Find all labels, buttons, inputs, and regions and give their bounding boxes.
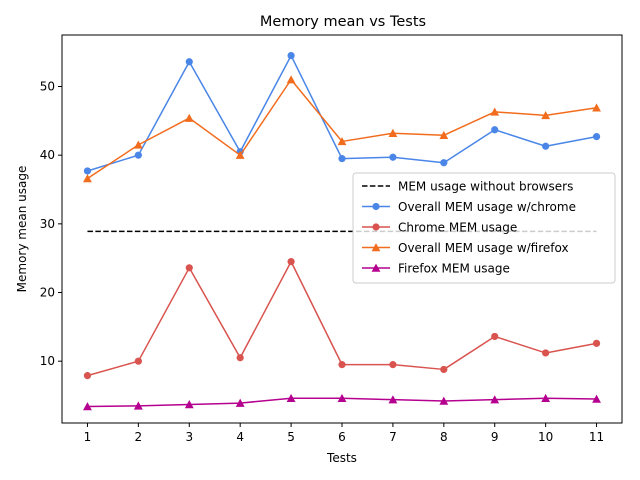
- data-point: [490, 395, 500, 404]
- data-point: [440, 159, 448, 167]
- data-point: [338, 361, 346, 369]
- legend-label: Overall MEM usage w/firefox: [398, 241, 569, 255]
- series-5: [83, 393, 601, 411]
- x-tick-label: 8: [440, 430, 448, 444]
- chart-title: Memory mean vs Tests: [260, 14, 426, 30]
- legend-label: MEM usage without browsers: [398, 180, 573, 194]
- legend-item: Overall MEM usage w/chrome: [362, 200, 576, 214]
- x-tick-label: 3: [185, 430, 193, 444]
- data-point: [439, 130, 449, 140]
- legend-item: Overall MEM usage w/firefox: [362, 241, 569, 255]
- data-point: [491, 126, 499, 134]
- legend-item: Firefox MEM usage: [362, 262, 510, 276]
- data-point: [389, 153, 397, 161]
- data-point: [439, 396, 449, 405]
- data-point: [338, 155, 346, 163]
- legend-item: Chrome MEM usage: [362, 221, 517, 235]
- data-point: [286, 75, 296, 84]
- data-point: [388, 128, 398, 137]
- x-tick-label: 7: [389, 430, 397, 444]
- data-point: [592, 394, 601, 403]
- x-tick-label: 1: [84, 430, 92, 444]
- legend: MEM usage without browsers Overall MEM us…: [352, 172, 616, 284]
- data-point: [592, 339, 601, 347]
- series-3: [83, 258, 601, 380]
- data-point: [541, 110, 551, 120]
- x-tick-label: 5: [287, 430, 295, 444]
- data-point: [287, 52, 295, 60]
- data-point: [83, 174, 92, 183]
- data-point: [133, 140, 143, 149]
- data-point: [490, 107, 500, 116]
- y-tick-label: 20: [40, 286, 55, 300]
- x-tick-label: 9: [491, 430, 499, 444]
- data-point: [440, 365, 448, 374]
- x-tick-label: 2: [135, 430, 143, 444]
- data-point: [388, 395, 398, 404]
- x-tick-label: 4: [236, 430, 244, 444]
- legend-marker: [372, 223, 380, 231]
- data-point: [542, 349, 550, 357]
- x-tick-label: 11: [589, 430, 604, 444]
- x-axis-label: Tests: [326, 451, 357, 465]
- y-axis-label: Memory mean usage: [15, 166, 29, 293]
- data-point: [184, 400, 194, 409]
- y-tick-label: 10: [40, 354, 55, 368]
- legend-marker: [372, 202, 380, 211]
- y-tick-label: 40: [40, 148, 55, 162]
- data-point: [337, 393, 347, 403]
- data-point: [184, 113, 194, 122]
- x-tick-label: 6: [338, 430, 346, 444]
- data-point: [185, 264, 193, 272]
- data-point: [236, 354, 244, 362]
- data-point: [83, 372, 92, 380]
- data-point: [235, 150, 245, 159]
- series-layer: [83, 52, 601, 411]
- data-point: [491, 332, 499, 341]
- data-point: [337, 137, 347, 146]
- legend-label: Firefox MEM usage: [398, 262, 510, 276]
- data-point: [134, 357, 142, 365]
- series-2: [83, 52, 601, 175]
- series-4: [83, 75, 601, 183]
- x-tick-label: 10: [538, 430, 553, 444]
- legend-marker: [371, 243, 381, 252]
- data-point: [389, 361, 397, 369]
- data-point: [592, 103, 601, 112]
- data-point: [287, 258, 295, 266]
- data-point: [83, 167, 92, 175]
- data-point: [83, 402, 92, 411]
- data-point: [185, 58, 193, 66]
- data-point: [134, 151, 142, 159]
- legend-box: [352, 172, 616, 284]
- axes-layer: 1 2 3 4 5 6 7 8 9 10 11 10 20 30 40 50: [40, 34, 623, 444]
- data-point: [592, 133, 601, 141]
- y-tick-label: 50: [40, 80, 55, 94]
- data-point: [541, 393, 551, 403]
- data-point: [235, 398, 245, 407]
- legend-marker: [371, 263, 381, 272]
- y-tick-label: 30: [40, 217, 55, 231]
- legend-label: Chrome MEM usage: [398, 221, 517, 235]
- data-point: [286, 393, 296, 403]
- legend-label: Overall MEM usage w/chrome: [398, 200, 576, 214]
- data-point: [542, 142, 550, 150]
- data-point: [133, 401, 143, 410]
- legend-item: MEM usage without browsers: [362, 180, 573, 194]
